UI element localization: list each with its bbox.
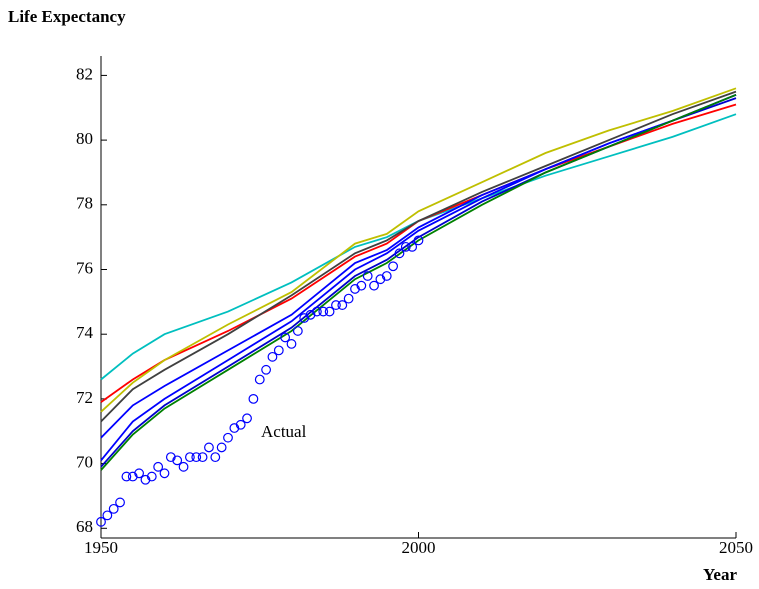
data-point [375,274,386,285]
data-point [165,452,176,463]
x-tick-label: 1950 [84,538,118,557]
data-point [127,471,138,482]
data-point [362,271,373,281]
data-point [318,306,329,317]
data-point [146,471,157,482]
data-point [299,313,310,323]
data-point [172,455,183,466]
data-point [223,432,233,443]
x-tick-label: 2000 [402,538,436,557]
y-tick-label: 80 [76,129,93,148]
data-point [388,261,399,272]
data-point [273,345,284,356]
y-tick-label: 70 [76,453,93,472]
y-tick-label: 76 [76,258,93,277]
x-axis-label: Year [703,565,737,584]
data-point [407,241,418,252]
data-line [100,93,737,471]
data-point [413,235,424,246]
data-point [394,248,405,259]
data-point [204,442,214,453]
data-point [159,468,170,479]
data-point [96,516,106,527]
y-tick-label: 72 [76,388,93,407]
data-point [343,293,354,304]
data-point [115,497,125,508]
data-point [312,306,322,317]
data-point [235,419,246,430]
data-point [153,461,164,472]
data-point [331,300,341,310]
data-line [100,90,737,423]
data-point [305,309,316,320]
data-point [197,452,208,463]
data-point [210,452,221,463]
data-point [184,452,195,463]
data-line [100,97,737,468]
data-point [178,461,189,472]
data-point [242,413,252,424]
data-point [121,471,132,482]
y-tick-label: 68 [76,517,93,536]
data-point [229,423,240,433]
x-tick-label: 2050 [719,538,753,557]
y-tick-label: 74 [76,323,94,342]
data-point [369,280,379,291]
data-point [292,326,303,336]
data-point [134,468,145,479]
data-point [261,364,272,375]
data-point [254,374,265,385]
data-point [324,306,335,317]
y-tick-label: 78 [76,194,93,213]
data-point [102,510,113,521]
data-point [286,339,297,349]
data-point [337,300,348,310]
y-tick-label: 82 [76,64,93,83]
annotation: Actual [261,422,307,441]
data-point [216,442,227,453]
data-point [381,271,392,281]
data-point [140,474,151,485]
data-line [100,113,737,381]
data-line [100,93,737,461]
chart-title: Life Expectancy [8,7,126,26]
data-point [191,452,202,463]
data-point [400,241,411,252]
data-point [248,393,259,404]
data-point [267,351,278,362]
data-point [356,280,367,291]
data-line [100,87,737,413]
data-point [108,503,119,514]
data-point [350,284,360,294]
data-line [100,103,737,403]
data-point [280,332,291,343]
